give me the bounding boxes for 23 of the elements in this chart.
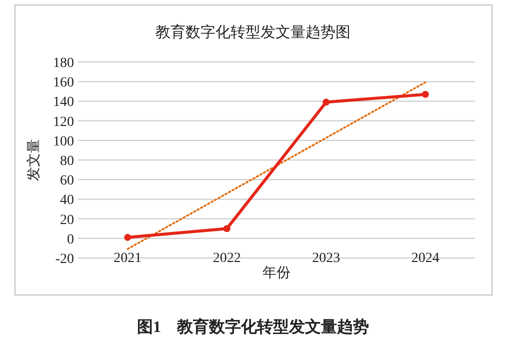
x-tick-label: 2024 [411,251,440,266]
point [124,234,132,241]
point [322,98,330,106]
y-tick-label: 180 [53,56,74,71]
y-tick-label: 0 [67,232,74,248]
point [223,225,230,232]
y-tick-label: 160 [53,76,74,91]
y-tick-label: 80 [60,154,74,169]
x-tick-label: 2022 [212,251,241,266]
caption: 图1 教育数字化转型发文量趋势 [137,317,369,336]
y-tick-label: 60 [60,174,74,189]
x-tick-label: 2021 [114,251,142,266]
y-tick-label: 40 [60,193,74,208]
y-axis-title: 发文量 [26,139,42,181]
x-axis-title: 年份 [262,265,290,281]
y-tick-label: 100 [53,134,74,150]
y-tick-label: 120 [53,114,74,130]
y-tick-label: -20 [55,252,74,267]
y-tick-label: 20 [60,212,74,228]
chart-title: 教育数字化转型发文量趋势图 [156,24,350,41]
x-tick-label: 2023 [312,251,340,266]
point [422,90,429,98]
y-tick-label: 140 [53,95,74,110]
